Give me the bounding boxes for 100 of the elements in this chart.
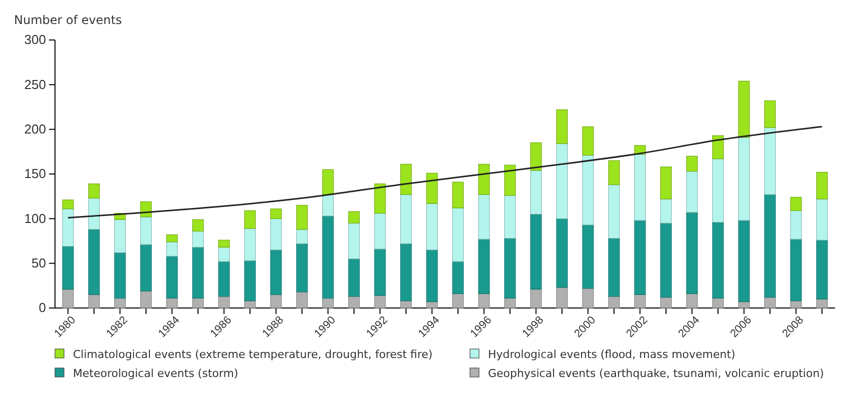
bar (218, 261, 230, 297)
bar (634, 154, 646, 221)
bar (686, 156, 698, 172)
bar (634, 220, 646, 295)
bar (400, 164, 412, 195)
bar (660, 222, 672, 298)
y-tick-label: 50 (32, 255, 46, 270)
bar (114, 252, 126, 298)
bar (166, 234, 178, 242)
bar (608, 296, 620, 308)
bar (738, 137, 750, 221)
bar (400, 194, 412, 244)
bar (88, 229, 100, 295)
bar (62, 288, 74, 308)
bar (712, 222, 724, 298)
bar (218, 240, 230, 248)
bar (140, 216, 152, 245)
bar (712, 135, 724, 160)
bar (608, 184, 620, 239)
bar (140, 244, 152, 292)
bar (322, 216, 334, 298)
bar (712, 298, 724, 308)
bar (244, 260, 256, 302)
bar (504, 164, 516, 196)
line-series (67, 126, 823, 219)
y-tick-label: 250 (24, 76, 46, 92)
bar (816, 198, 828, 240)
y-axis-title: Number of events (14, 13, 122, 27)
bar (764, 194, 776, 298)
legend-label: Climatological events (extreme temperature, drought, forest fire) (73, 348, 433, 361)
bar (374, 295, 386, 308)
bar (556, 287, 568, 308)
bar (114, 219, 126, 253)
bar (582, 154, 594, 226)
bar (738, 80, 750, 138)
bar (478, 194, 490, 240)
legend-label: Meteorological events (storm) (73, 367, 238, 380)
bar (816, 240, 828, 300)
bar (348, 296, 360, 308)
bar (582, 224, 594, 289)
bar (738, 301, 750, 308)
bar (478, 293, 490, 308)
bar (296, 204, 308, 230)
bar (62, 208, 74, 247)
bar (192, 298, 204, 308)
bar (244, 228, 256, 261)
bar (504, 238, 516, 298)
bar (270, 218, 282, 250)
bar (296, 243, 308, 292)
bar (582, 288, 594, 308)
bar (400, 300, 412, 308)
bar (322, 194, 334, 216)
bar (660, 198, 672, 224)
bar (530, 170, 542, 214)
bar (426, 172, 438, 204)
bar (374, 248, 386, 296)
bar (738, 220, 750, 302)
y-tick-label: 200 (24, 121, 46, 136)
bar (686, 293, 698, 308)
bar (530, 214, 542, 290)
bar (426, 203, 438, 250)
bar (374, 184, 386, 214)
bar (140, 290, 152, 308)
bar (426, 250, 438, 302)
bar (452, 182, 464, 208)
bar (88, 294, 100, 308)
bar (790, 196, 802, 211)
bar (88, 198, 100, 230)
bar (530, 288, 542, 308)
bar (608, 238, 620, 297)
legend-label: Hydrological events (flood, mass movement) (488, 348, 736, 361)
bar (426, 301, 438, 308)
bar (556, 143, 568, 219)
bar (556, 218, 568, 288)
bar (166, 256, 178, 298)
bar (452, 293, 464, 308)
bar (374, 213, 386, 250)
bar (166, 242, 178, 256)
bar (244, 210, 256, 229)
bar (582, 126, 594, 156)
bar (348, 222, 360, 260)
bar (270, 250, 282, 295)
bar (478, 164, 490, 195)
bar (816, 298, 828, 308)
bar (504, 298, 516, 308)
bar (712, 158, 724, 223)
bar (244, 300, 256, 308)
bar (192, 219, 204, 232)
y-tick-label: 300 (24, 32, 46, 48)
bar (348, 211, 360, 224)
bar (634, 294, 646, 308)
bar (114, 298, 126, 308)
bar (556, 109, 568, 144)
bar (348, 258, 360, 297)
bar (88, 184, 100, 198)
y-tick-label: 100 (24, 210, 46, 226)
bar (296, 229, 308, 244)
bar (660, 166, 672, 200)
bar (322, 169, 334, 195)
bar (530, 142, 542, 171)
